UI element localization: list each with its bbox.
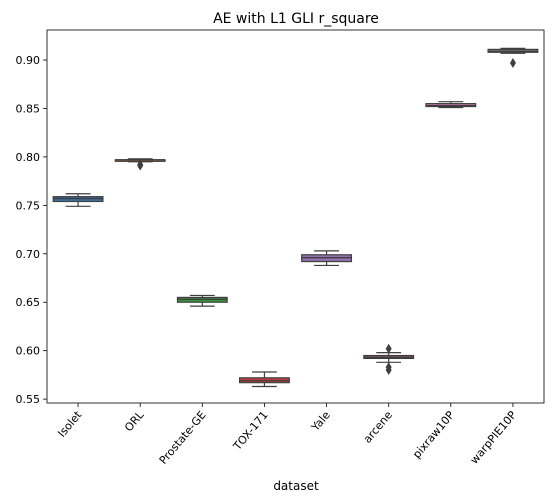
outlier-marker (385, 365, 392, 376)
box-Isolet (52, 193, 104, 207)
y-tick-label: 0.65 (16, 296, 41, 309)
box-warpPIE10P (487, 47, 539, 68)
box-Prostate-GE (176, 294, 228, 307)
x-tick-label: Yale (308, 408, 333, 434)
x-axis-label: dataset (273, 479, 319, 493)
plot-frame (46, 29, 545, 404)
x-axis: Isolet ORL Prostate-GE TOX-171 Yale arcene pix… (55, 403, 519, 467)
chart-title: AE with L1 GLI r_square (213, 11, 379, 27)
x-tick-label: TOX-171 (230, 409, 271, 454)
box-ORL (114, 158, 166, 171)
box-Yale (301, 250, 353, 267)
x-tick-label: Prostate-GE (157, 409, 209, 467)
outlier-marker (509, 57, 516, 68)
x-tick-label: warpPIE10P (468, 408, 520, 466)
y-tick-label: 0.70 (16, 248, 41, 261)
outlier-marker (137, 160, 144, 171)
x-tick-label: ORL (122, 408, 147, 434)
y-tick-label: 0.85 (16, 102, 41, 115)
y-tick-label: 0.55 (16, 393, 41, 406)
box-pixraw10P (425, 101, 477, 109)
y-axis: 0.55 0.60 0.65 0.70 0.75 0.80 0.85 0.90 (16, 54, 47, 406)
x-tick-label: pixraw10P (410, 408, 457, 461)
plot-area (52, 47, 539, 388)
x-tick-label: arcene (361, 408, 395, 445)
box-TOX-171 (238, 371, 290, 388)
y-tick-label: 0.60 (16, 345, 41, 358)
y-tick-label: 0.75 (16, 199, 41, 212)
y-tick-label: 0.90 (16, 54, 41, 67)
x-tick-label: Isolet (55, 408, 85, 440)
outlier-marker (385, 343, 392, 354)
box-arcene (363, 343, 415, 376)
y-tick-label: 0.80 (16, 151, 41, 164)
